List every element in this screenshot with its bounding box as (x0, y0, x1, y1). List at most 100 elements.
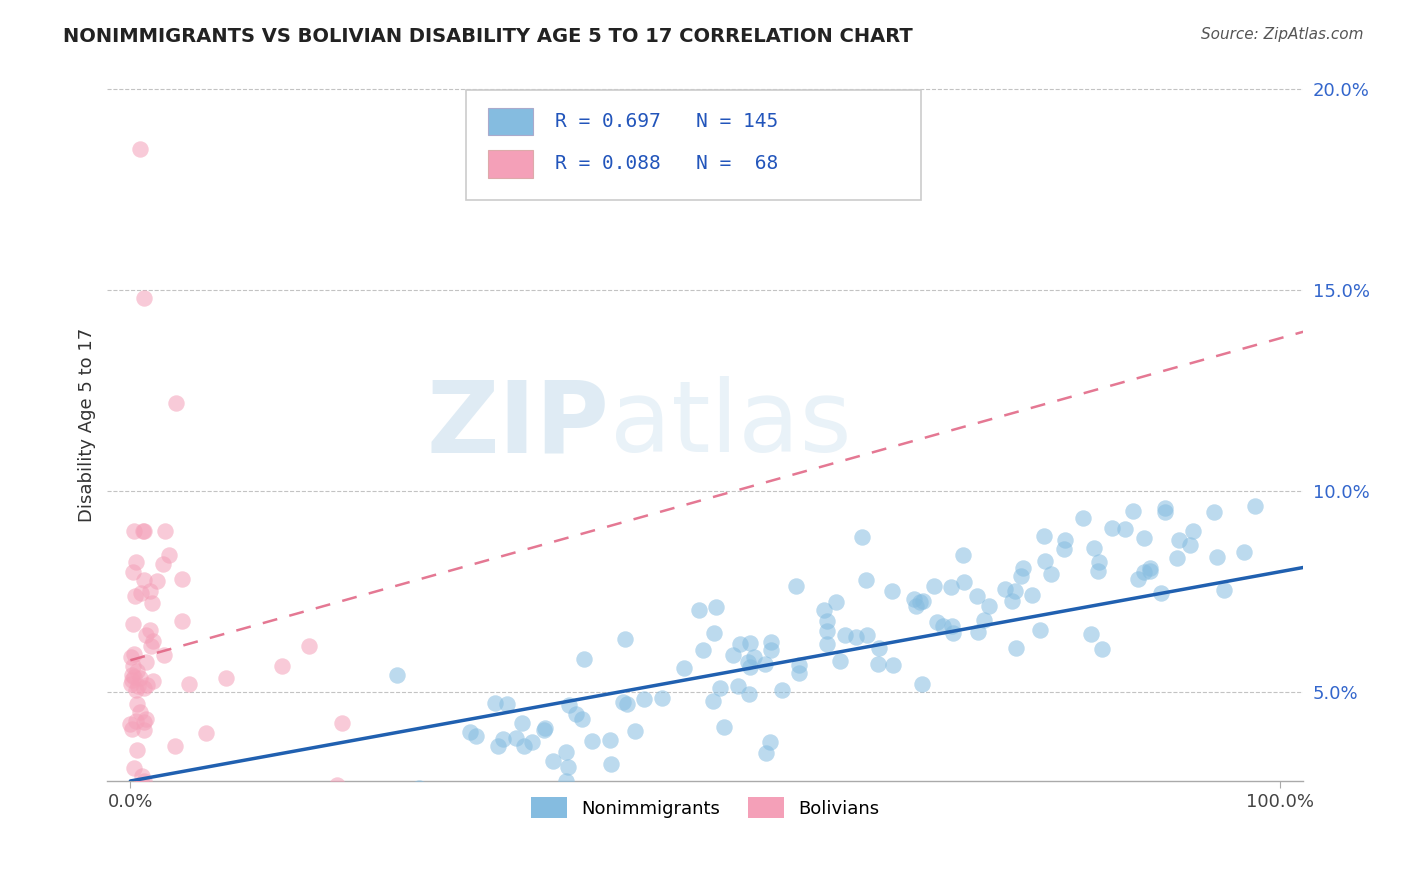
Point (1114, 522, 1136, 536)
Point (177, 677, 200, 691)
Text: R = 0.088   N =  68: R = 0.088 N = 68 (554, 154, 778, 173)
Point (325, 778, 347, 792)
Point (458, 725, 481, 739)
Point (1182, 524, 1205, 538)
Point (759, 634, 782, 648)
Point (465, 729, 488, 743)
Point (815, 637, 838, 651)
Point (121, 658, 143, 673)
Point (120, 650, 142, 665)
FancyBboxPatch shape (467, 90, 921, 201)
Point (1071, 511, 1094, 525)
FancyBboxPatch shape (488, 108, 533, 135)
Point (1244, 499, 1267, 513)
Point (125, 743, 148, 757)
Point (932, 619, 955, 633)
Point (925, 615, 948, 629)
Point (136, 678, 159, 692)
Point (121, 673, 143, 687)
Point (845, 630, 868, 644)
Point (721, 648, 744, 662)
Point (738, 635, 761, 649)
Point (557, 698, 579, 713)
Point (703, 626, 725, 640)
Point (744, 649, 766, 664)
Point (1091, 641, 1114, 656)
Point (911, 593, 934, 607)
Point (709, 681, 731, 696)
Point (152, 557, 174, 571)
Point (623, 724, 645, 739)
Point (557, 760, 579, 774)
Point (868, 640, 890, 655)
Point (973, 613, 995, 627)
Point (208, 786, 231, 800)
Point (1121, 504, 1143, 518)
Point (270, 659, 292, 673)
Point (755, 746, 778, 760)
Point (146, 574, 169, 588)
Point (127, 698, 149, 712)
Point (688, 603, 710, 617)
Point (651, 691, 673, 706)
Point (727, 679, 749, 693)
Point (134, 291, 156, 305)
Point (702, 694, 724, 708)
Point (856, 628, 879, 642)
Point (139, 786, 162, 800)
Point (574, 651, 596, 665)
Point (492, 731, 515, 746)
Y-axis label: Disability Age 5 to 17: Disability Age 5 to 17 (79, 327, 96, 522)
Point (1012, 560, 1035, 574)
Point (122, 524, 145, 539)
Point (128, 705, 150, 719)
Point (121, 667, 143, 681)
Point (479, 786, 502, 800)
Text: atlas: atlas (610, 376, 851, 474)
Point (1153, 501, 1175, 516)
Point (125, 664, 148, 678)
Point (600, 756, 623, 771)
Point (612, 695, 634, 709)
Point (855, 574, 877, 588)
Point (541, 754, 564, 768)
Point (737, 655, 759, 669)
Point (614, 632, 637, 647)
Point (1205, 550, 1227, 565)
Point (1139, 565, 1161, 579)
Point (215, 671, 238, 685)
Point (533, 723, 555, 737)
Point (134, 574, 156, 588)
Point (132, 773, 155, 788)
Point (132, 723, 155, 737)
Point (127, 679, 149, 693)
Point (134, 681, 156, 696)
Text: Source: ZipAtlas.com: Source: ZipAtlas.com (1201, 27, 1364, 42)
Point (1033, 554, 1056, 568)
Point (124, 761, 146, 775)
Point (1087, 564, 1109, 578)
Point (834, 628, 856, 642)
Point (172, 614, 194, 628)
Point (125, 555, 148, 569)
Point (738, 687, 761, 701)
Point (1021, 587, 1043, 601)
Point (195, 726, 218, 740)
Point (121, 722, 143, 736)
Point (153, 648, 176, 663)
Point (132, 715, 155, 730)
Point (952, 575, 974, 590)
Point (124, 589, 146, 603)
Point (247, 786, 270, 800)
Point (815, 614, 838, 628)
Point (132, 524, 155, 539)
Point (692, 642, 714, 657)
Point (581, 734, 603, 748)
Point (138, 786, 160, 800)
Point (555, 745, 578, 759)
Point (135, 786, 157, 800)
Point (172, 572, 194, 586)
Point (941, 618, 963, 632)
Point (904, 599, 927, 613)
Point (713, 720, 735, 734)
